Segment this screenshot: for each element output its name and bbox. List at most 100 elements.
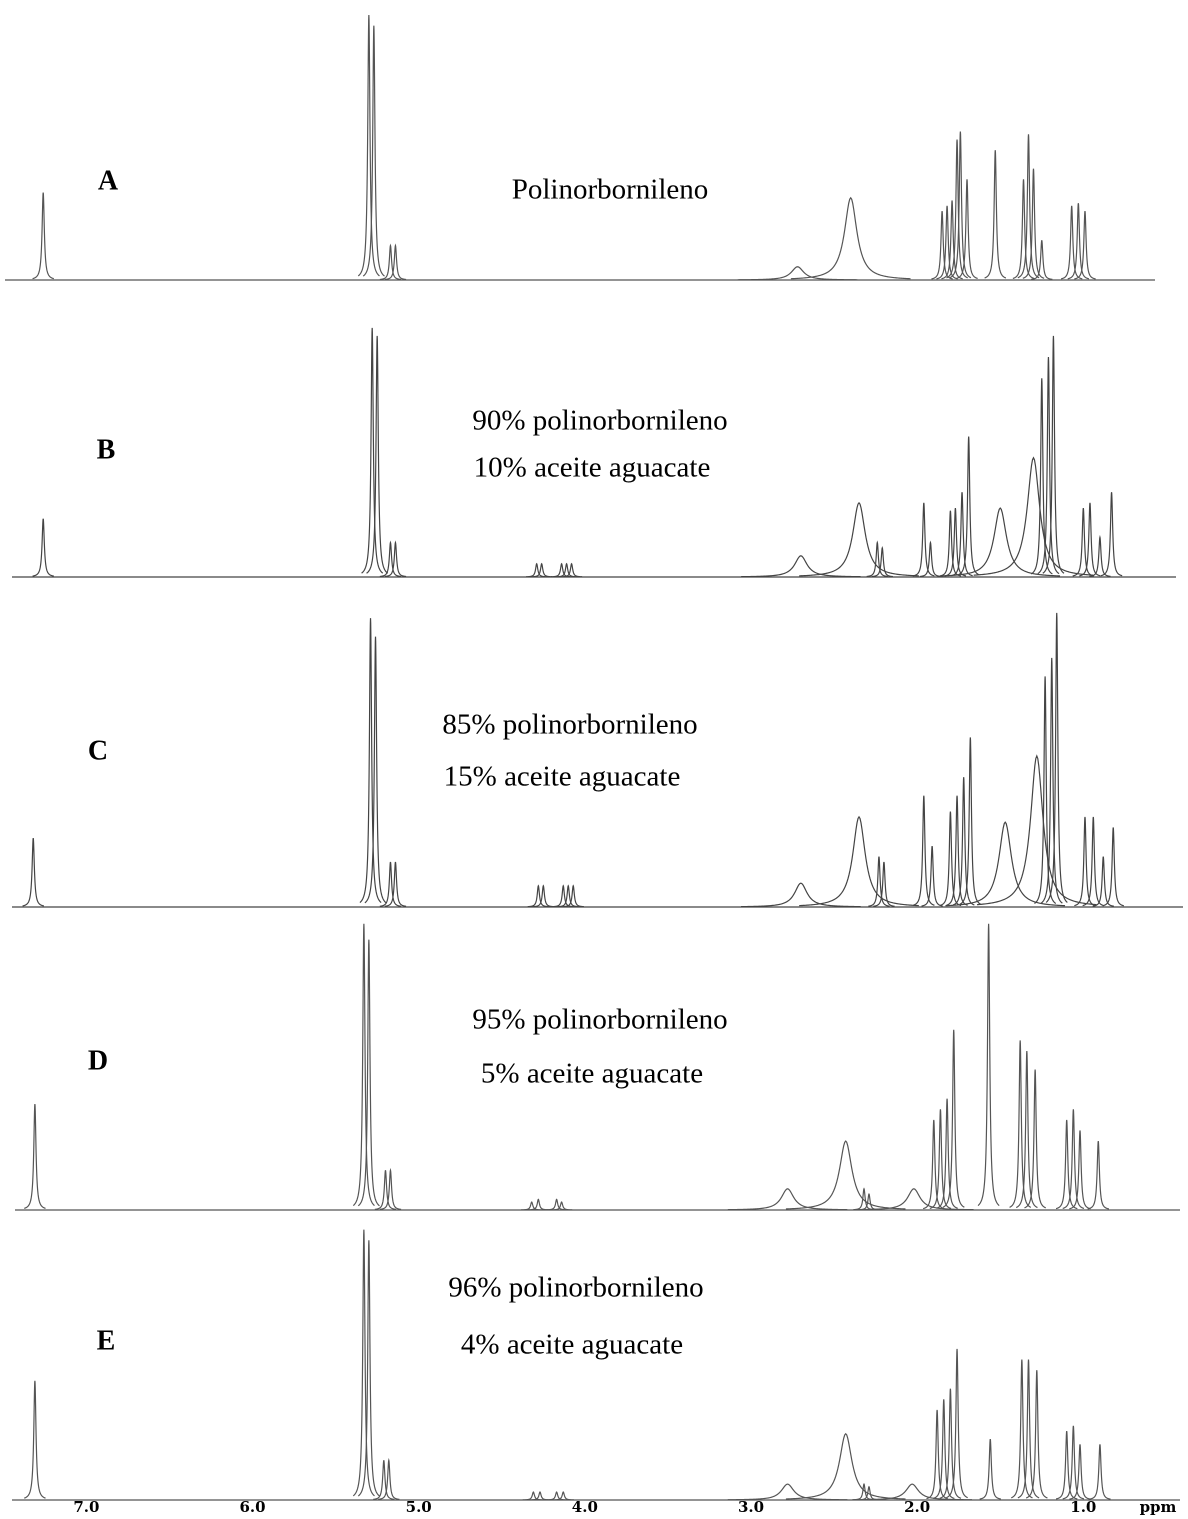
x-tick-label: 4.0 (572, 1498, 598, 1516)
peak (1087, 1141, 1110, 1210)
peak (384, 540, 407, 578)
peak (1009, 1040, 1032, 1208)
peak (1022, 168, 1045, 279)
peak (942, 1029, 965, 1208)
x-tick-label: 3.0 (738, 1498, 764, 1516)
peak (854, 1188, 974, 1211)
annotation: 96% polinorbornileno (448, 1272, 703, 1304)
peak (1012, 179, 1035, 280)
peak (951, 492, 973, 577)
peak (984, 150, 1007, 279)
peak (873, 861, 895, 907)
peak (1031, 240, 1053, 280)
x-tick-label: 7.0 (73, 1498, 99, 1516)
peak (932, 1399, 955, 1500)
peak (741, 555, 861, 578)
annotation: Polinorbornileno (512, 174, 709, 206)
peak (378, 1457, 400, 1500)
peak (526, 562, 548, 578)
peak (1017, 134, 1040, 279)
peak (977, 923, 1000, 1207)
peak (364, 636, 387, 904)
peak (1100, 492, 1123, 577)
peak (352, 923, 375, 1207)
peak (552, 884, 574, 908)
peak (871, 546, 893, 578)
x-tick-label: 6.0 (239, 1498, 265, 1516)
peak (384, 861, 407, 907)
peak (936, 205, 958, 280)
peak (1015, 1050, 1038, 1209)
peak (366, 335, 389, 574)
peak (24, 1103, 46, 1209)
peak (379, 243, 402, 281)
peak (357, 939, 380, 1207)
peak (560, 562, 583, 578)
spectrum-letter: C (88, 735, 108, 766)
peak (359, 618, 382, 904)
peak (361, 327, 384, 574)
peak (1017, 1359, 1040, 1499)
peak (926, 1409, 948, 1500)
peak (521, 1201, 543, 1211)
peak (957, 436, 980, 576)
peak (949, 131, 972, 279)
peak (936, 1098, 958, 1209)
peak (976, 754, 1097, 906)
peak (384, 243, 407, 281)
peak (913, 502, 935, 577)
peak (550, 1201, 573, 1211)
peak (562, 884, 584, 908)
peak (939, 1388, 962, 1499)
peak (1069, 1130, 1091, 1210)
peak (727, 1483, 848, 1501)
peak (939, 811, 962, 907)
peak (32, 518, 54, 577)
annotation: 5% aceite aguacate (481, 1058, 703, 1090)
peak (362, 25, 385, 277)
peak (1062, 1109, 1085, 1210)
peak (1062, 1425, 1085, 1500)
peak (1025, 1370, 1048, 1499)
peak (1069, 1444, 1091, 1500)
peak (946, 139, 968, 279)
peak (940, 507, 1061, 577)
peak (923, 1119, 945, 1210)
peak (379, 1167, 402, 1210)
peak (550, 562, 573, 578)
peak (939, 510, 962, 577)
peak (24, 1380, 46, 1499)
peak (527, 884, 550, 908)
x-axis-label: ppm (1140, 1498, 1177, 1516)
peak (357, 14, 380, 277)
peak (22, 838, 44, 907)
peak (741, 882, 861, 908)
peak (1034, 676, 1057, 904)
peak (919, 540, 942, 578)
peak (1092, 856, 1114, 907)
peak (929, 1109, 952, 1210)
peak (1010, 1359, 1033, 1499)
peak (1030, 378, 1053, 575)
peak (555, 562, 578, 578)
peak (866, 540, 888, 578)
spectrum-letter: E (97, 1325, 116, 1356)
peak (946, 795, 968, 906)
peak (945, 821, 1066, 907)
peak (32, 192, 54, 280)
peak (1067, 203, 1090, 280)
peak (545, 1198, 568, 1211)
peak (1074, 211, 1096, 280)
peak (785, 1432, 906, 1500)
peak (552, 1491, 574, 1501)
peak (527, 1198, 550, 1211)
peak (530, 562, 553, 578)
peak (545, 1491, 568, 1501)
peak (737, 266, 858, 281)
peak (852, 1483, 973, 1501)
x-tick-label: 2.0 (904, 1498, 930, 1516)
peak (956, 179, 978, 280)
peak (931, 211, 953, 280)
annotation: 95% polinorbornileno (472, 1004, 727, 1036)
